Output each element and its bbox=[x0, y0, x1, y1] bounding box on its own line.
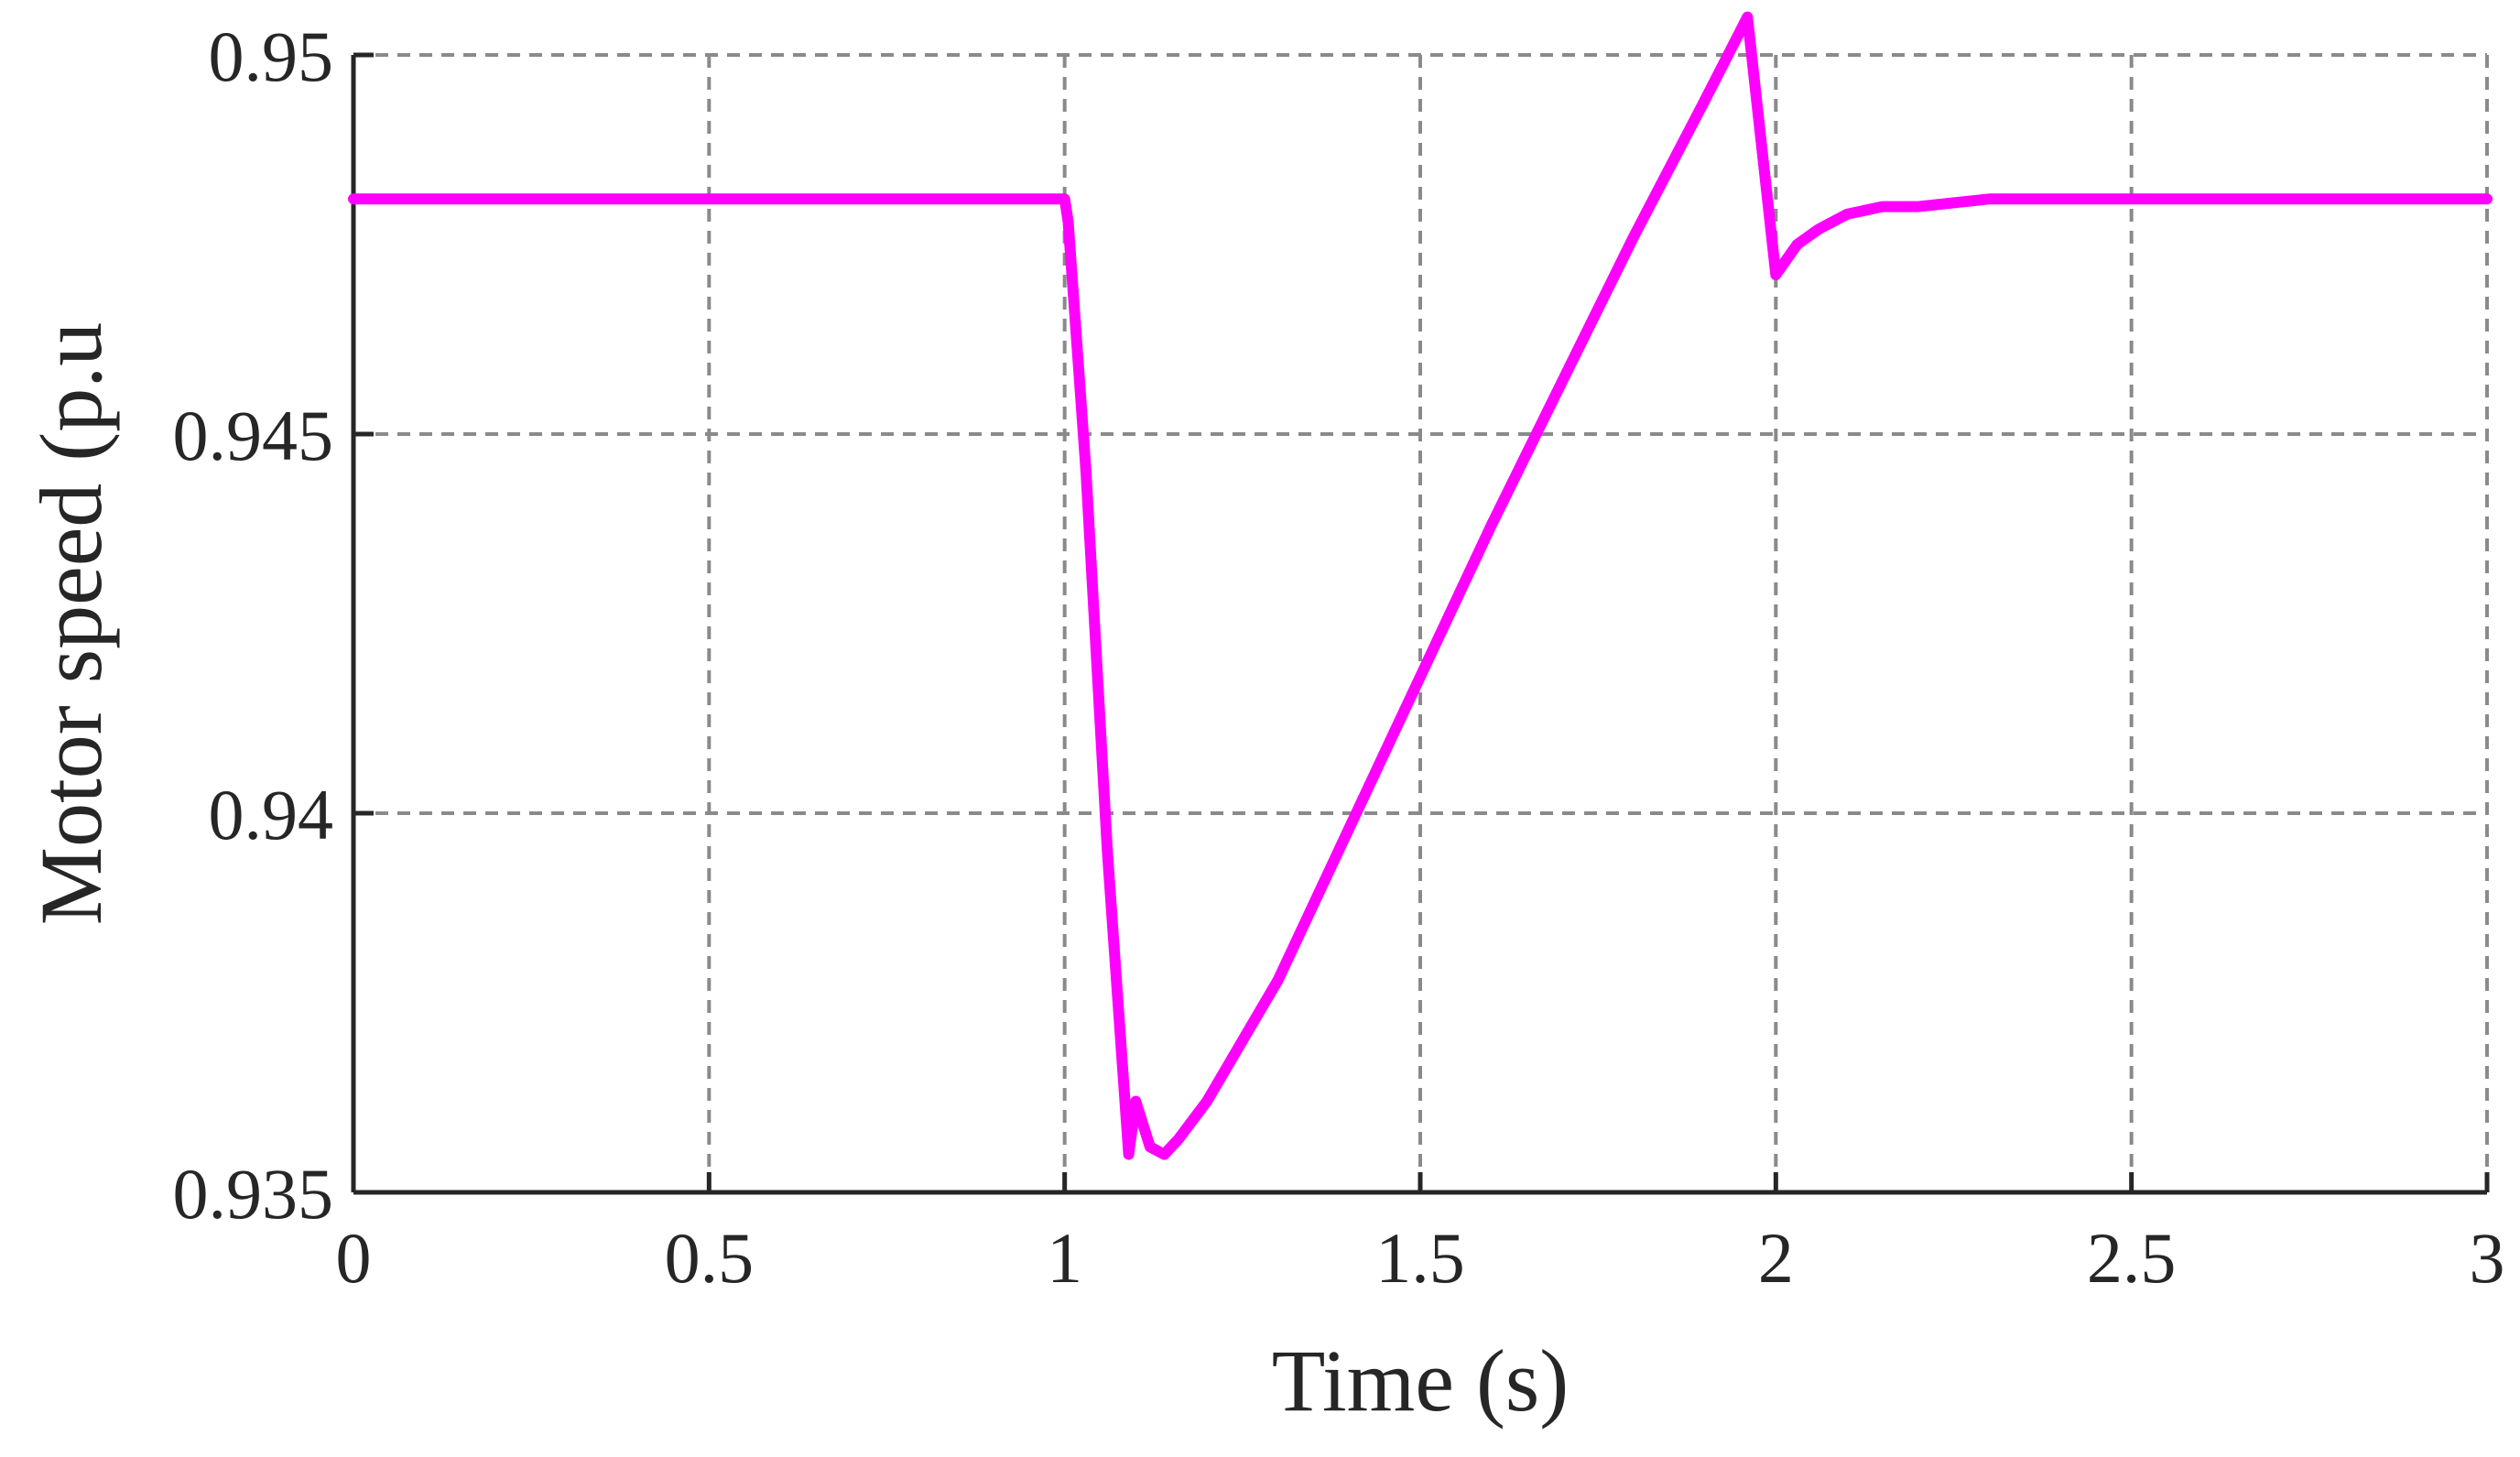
y-tick-label: 0.945 bbox=[173, 396, 334, 475]
y-tick-label: 0.95 bbox=[209, 16, 334, 96]
x-tick-label: 0 bbox=[336, 1218, 372, 1298]
y-axis-label: Motor speed (p.u bbox=[22, 322, 120, 926]
x-tick-label: 1 bbox=[1047, 1218, 1082, 1298]
x-tick-label: 1.5 bbox=[1375, 1218, 1465, 1298]
x-tick-label: 2 bbox=[1758, 1218, 1794, 1298]
x-tick-label: 3 bbox=[2470, 1218, 2505, 1298]
tick-labels: 0 0.5 1 1.5 2 2.5 3 0.935 0.94 0.945 0.95 bbox=[173, 16, 2505, 1298]
axes-layer bbox=[351, 52, 2490, 1195]
series-layer bbox=[348, 11, 2493, 1160]
x-tick-label: 0.5 bbox=[665, 1218, 755, 1298]
series-line bbox=[348, 11, 2493, 1160]
y-tick-label: 0.94 bbox=[209, 775, 334, 854]
x-axis-label: Time (s) bbox=[1272, 1332, 1570, 1430]
grid-layer bbox=[353, 53, 2489, 1192]
y-tick-label: 0.935 bbox=[173, 1154, 334, 1234]
x-tick-label: 2.5 bbox=[2087, 1218, 2177, 1298]
